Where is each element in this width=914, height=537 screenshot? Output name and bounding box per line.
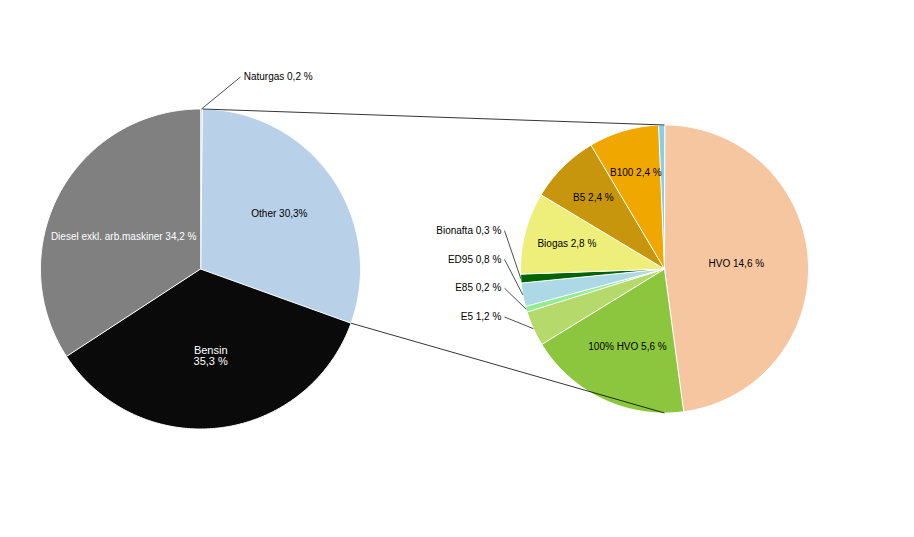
svg-text:B100 2,4 %: B100 2,4 % xyxy=(610,167,662,178)
svg-text:100% HVO 5,6 %: 100% HVO 5,6 % xyxy=(588,341,666,352)
svg-text:Naturgas 0,2 %: Naturgas 0,2 % xyxy=(244,71,313,82)
svg-text:Diesel exkl. arb.maskiner 34,2: Diesel exkl. arb.maskiner 34,2 % xyxy=(51,231,197,242)
svg-text:ED95 0,8 %: ED95 0,8 % xyxy=(448,254,501,265)
svg-text:Other 30,3%: Other 30,3% xyxy=(251,208,307,219)
svg-text:Bensin35,3 %: Bensin35,3 % xyxy=(194,344,228,367)
svg-text:E5 1,2 %: E5 1,2 % xyxy=(461,311,502,322)
svg-text:Bionafta 0,3 %: Bionafta 0,3 % xyxy=(436,225,501,236)
svg-text:HVO 14,6 %: HVO 14,6 % xyxy=(709,258,765,269)
svg-text:Biogas 2,8 %: Biogas 2,8 % xyxy=(537,238,596,249)
svg-text:E85 0,2 %: E85 0,2 % xyxy=(455,282,501,293)
svg-text:B5 2,4 %: B5 2,4 % xyxy=(573,192,614,203)
